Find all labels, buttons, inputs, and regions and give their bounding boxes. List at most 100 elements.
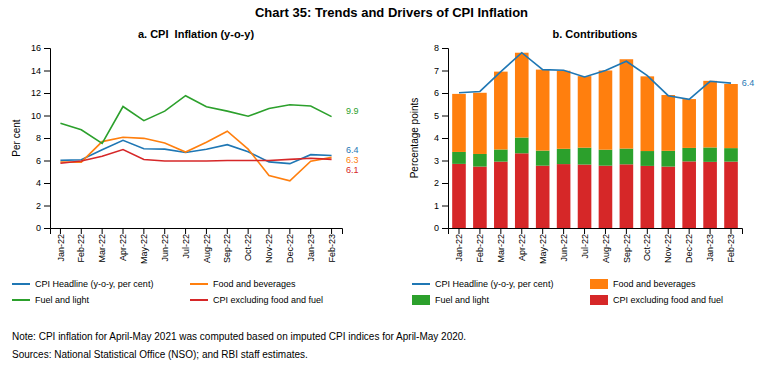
y-tick-mark [442,116,448,117]
chart-figure: Chart 35: Trends and Drivers of CPI Infl… [0,0,783,384]
bar [620,164,634,228]
y-tick: 0 [36,223,50,233]
legend-item: Food and beverages [590,279,696,289]
bar-series [452,53,738,154]
y-tick-label: 8 [36,133,41,143]
y-axis-title: Percentage points [409,98,420,179]
bar [515,53,529,138]
legend-label: Food and beverages [213,279,296,289]
x-tick-label: May-22 [538,234,548,264]
bar [703,162,717,228]
x-tick-label: Nov-22 [663,234,673,263]
x-tick-mark [710,228,711,234]
y-tick-label: 2 [36,201,41,211]
legend-label: CPI Headline (y-o-y, per cent) [435,279,553,289]
legend-swatch [190,299,208,301]
x-tick-mark [584,228,585,234]
x-tick-mark [479,228,480,234]
y-tick-label: 8 [434,43,439,53]
x-tick-mark [500,228,501,234]
legend-item: CPI Headline (y-o-y, per cent) [412,279,553,289]
x-tick-mark [542,228,543,234]
panel: Jan-22Feb-22Mar-22Apr-22May-22Jun-22Jul-… [409,28,754,305]
bar [452,94,466,152]
legend-label: Fuel and light [35,295,90,305]
legend-item: Fuel and light [12,295,90,305]
x-tick-label: Apr-22 [517,234,527,261]
panel: Jan-22Feb-22Mar-22Apr-22May-22Jun-22Jul-… [11,28,359,305]
x-tick: Jan-23 [705,228,715,262]
y-tick-label: 1 [434,201,439,211]
x-tick-mark [731,228,732,234]
x-tick: Jul-22 [580,228,590,259]
legend-label: CPI Headline (y-o-y, per cent) [35,279,153,289]
x-tick: Jun-22 [160,228,170,262]
x-tick: Apr-22 [517,228,527,261]
y-tick: 3 [434,156,448,166]
legend: CPI Headline (y-o-y, per cent) Food and b… [12,279,323,305]
legend-swatch [412,283,430,285]
x-tick-mark [248,228,249,234]
y-axis-line [442,49,449,229]
plot-marks [452,53,738,228]
y-tick-mark [442,93,448,94]
x-tick-label: Feb-22 [76,234,86,263]
line [60,150,331,164]
y-tick-label: 3 [434,156,439,166]
x-tick-mark [289,228,290,234]
bar [724,148,738,162]
value-labels: 9.96.46.36.1 [346,106,359,175]
x-tick-label: Aug-22 [202,234,212,263]
y-axis-title: Per cent [11,119,22,156]
bar [703,147,717,161]
annotation: Sources: National Statistical Office (NS… [12,349,308,360]
x-tick-mark [647,228,648,234]
legend-swatch [590,279,608,289]
y-tick-label: 4 [434,133,439,143]
y-axis-line [44,49,51,229]
bar [452,164,466,228]
x-tick-mark [164,228,165,234]
y-tick-mark [44,71,50,72]
y-tick: 6 [36,156,50,166]
value-label: 6.1 [346,165,359,175]
bar [494,72,508,150]
legend-item: CPI excluding food and fuel [590,295,723,305]
x-tick-mark [123,228,124,234]
y-tick-label: 0 [434,223,439,233]
y-axis: 0246810121416 [31,43,51,233]
bar [473,93,487,154]
value-label: 9.9 [346,106,359,116]
legend-swatch [190,283,208,285]
y-tick-mark [44,93,50,94]
x-tick-label: Dec-22 [684,234,694,263]
x-tick-label: Mar-22 [97,234,107,263]
x-tick-label: Feb-23 [327,234,337,263]
y-tick: 7 [434,66,448,76]
y-tick-mark [44,206,50,207]
x-tick-label: Jan-23 [306,234,316,262]
y-tick-mark [44,48,50,49]
legend-item: CPI excluding food and fuel [190,295,323,305]
bar [599,71,613,150]
y-tick-label: 2 [434,178,439,188]
x-tick-mark [563,228,564,234]
x-tick-label: Jan-22 [454,234,464,262]
bar [578,148,592,165]
x-tick-mark [269,228,270,234]
y-tick: 14 [31,66,50,76]
y-tick-mark [442,71,448,72]
y-tick-label: 7 [434,66,439,76]
x-tick: Jul-22 [181,228,191,259]
x-axis: Jan-22Feb-22Mar-22Apr-22May-22Jun-22Jul-… [449,228,743,264]
x-tick-label: Feb-23 [726,234,736,263]
x-tick-mark [206,228,207,234]
x-tick-label: Feb-22 [475,234,485,263]
bar [557,71,571,149]
x-tick: Jan-22 [454,228,464,262]
value-label: 6.4 [742,78,755,88]
panel-title: b. Contributions [553,28,638,40]
bar [661,167,675,228]
legend-item: CPI Headline (y-o-y, per cent) [12,279,153,289]
x-tick: Dec-22 [684,228,694,263]
